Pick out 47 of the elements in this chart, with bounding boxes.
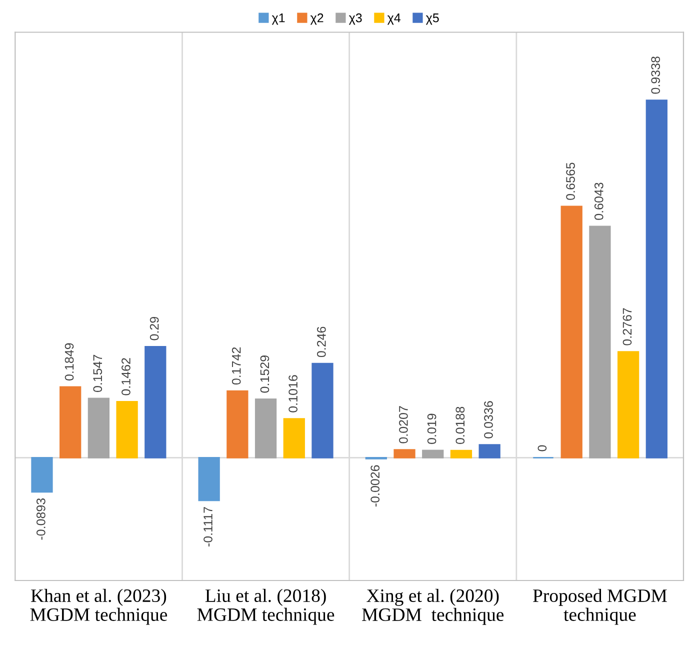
x-tick-label: Khan et al. (2023) MGDM technique	[30, 588, 168, 625]
bar	[560, 206, 582, 458]
bar	[254, 398, 277, 458]
x-tick-label: Proposed MGDM technique	[533, 588, 667, 625]
data-label: 0.29	[150, 316, 159, 340]
bar	[60, 386, 82, 458]
data-label: 0.2767	[622, 308, 632, 346]
data-label: 0.1547	[93, 354, 102, 392]
legend-label: χ1	[272, 14, 285, 25]
data-label: 0.1462	[122, 358, 130, 396]
legend-label: χ4	[387, 14, 400, 25]
data-label: 0.0188	[456, 406, 465, 444]
data-label: 0.6043	[594, 182, 604, 220]
bar	[116, 401, 138, 458]
x-tick-label: Liu et al. (2018) MGDM technique	[197, 588, 334, 625]
data-label: -0.0026	[370, 465, 380, 507]
bar	[88, 398, 110, 458]
data-label: -0.0893	[36, 498, 46, 540]
bar	[31, 457, 53, 493]
legend-label: χ5	[426, 14, 439, 25]
legend-label: χ2	[310, 13, 324, 25]
bar	[394, 449, 416, 458]
data-label: 0.6565	[566, 162, 575, 200]
bar	[283, 418, 305, 458]
data-label: 0.9338	[651, 56, 660, 94]
data-label: 0.1529	[260, 356, 270, 393]
bar	[478, 444, 500, 458]
data-label: 0.246	[316, 326, 326, 358]
x-tick-label: Xing et al. (2020) MGDM technique	[362, 588, 504, 625]
bar	[198, 457, 220, 502]
data-label: 0.0207	[399, 406, 408, 444]
data-label: 0	[538, 445, 547, 452]
bar	[312, 362, 334, 458]
bar	[617, 351, 640, 458]
bar	[422, 450, 444, 458]
bar	[646, 100, 668, 458]
bar	[226, 390, 248, 458]
data-label: 0.1016	[288, 375, 298, 412]
data-label: 0.0336	[484, 401, 493, 438]
legend-label: χ3	[348, 13, 362, 25]
data-label: 0.019	[427, 414, 436, 444]
bar	[144, 346, 166, 458]
data-label: -0.1117	[204, 507, 212, 546]
data-label: 0.1849	[64, 343, 74, 380]
data-label: 0.1742	[232, 347, 241, 385]
bar	[450, 450, 472, 458]
bar	[589, 226, 611, 458]
